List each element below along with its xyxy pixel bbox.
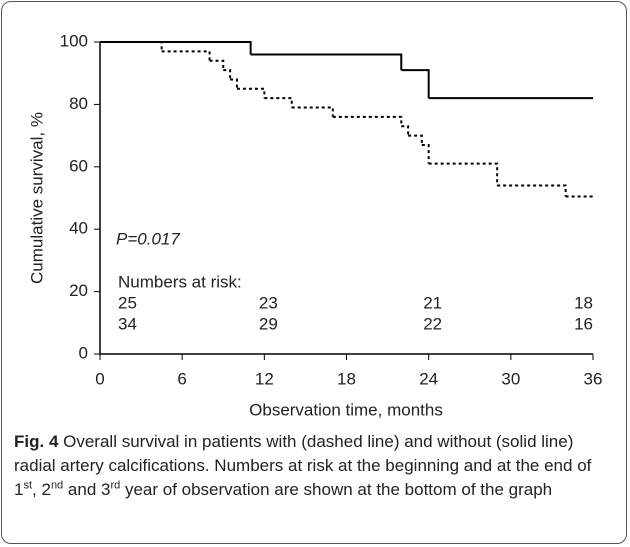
survival-step bbox=[401, 125, 410, 136]
x-tick-label: 24 bbox=[419, 369, 438, 388]
x-tick-label: 36 bbox=[584, 369, 603, 388]
y-tick-label: 100 bbox=[60, 31, 88, 50]
survival-step bbox=[332, 115, 403, 127]
survival-step bbox=[161, 50, 211, 61]
caption-text: year of observation are shown at the bot… bbox=[120, 480, 553, 499]
y-tick-label: 60 bbox=[69, 156, 88, 175]
survival-step bbox=[250, 53, 403, 71]
p-value: P=0.017 bbox=[116, 229, 180, 248]
x-tick-label: 30 bbox=[501, 369, 520, 388]
caption-label: Fig. 4 bbox=[14, 432, 59, 451]
caption-superscript: rd bbox=[110, 479, 121, 492]
survival-step bbox=[291, 106, 334, 117]
survival-step bbox=[236, 87, 266, 99]
survival-step bbox=[408, 134, 423, 145]
survival-step bbox=[100, 41, 163, 52]
x-tick-label: 6 bbox=[177, 369, 186, 388]
y-tick-label: 40 bbox=[69, 219, 88, 238]
survival-step bbox=[497, 184, 567, 197]
risk-number: 21 bbox=[423, 293, 442, 312]
risk-number: 16 bbox=[574, 314, 593, 333]
risk-number: 34 bbox=[118, 314, 137, 333]
chart: Cumulative survival, % Observation time,… bbox=[27, 31, 603, 419]
caption: Fig. 4 Overall survival in patients with… bbox=[14, 430, 614, 502]
survival-step bbox=[264, 97, 293, 108]
x-tick-label: 12 bbox=[255, 369, 274, 388]
survival-step bbox=[421, 143, 430, 164]
caption-superscript: st bbox=[23, 479, 33, 492]
y-tick-label: 80 bbox=[69, 94, 88, 113]
survival-step bbox=[223, 69, 232, 80]
risk-number: 23 bbox=[259, 293, 278, 312]
caption-superscript: nd bbox=[50, 479, 64, 492]
survival-step bbox=[230, 78, 238, 89]
survival-step bbox=[209, 59, 225, 71]
caption-text: , 2 bbox=[32, 480, 51, 499]
risk-number: 29 bbox=[259, 314, 278, 333]
survival-step bbox=[100, 41, 252, 55]
risk-number: 18 bbox=[574, 293, 593, 312]
risk-title: Numbers at risk: bbox=[118, 272, 242, 291]
y-tick-label: 0 bbox=[79, 343, 88, 362]
y-axis-title: Cumulative survival, % bbox=[27, 112, 46, 284]
survival-step bbox=[401, 69, 430, 99]
survival-step bbox=[428, 162, 499, 186]
x-tick-label: 0 bbox=[95, 369, 104, 388]
caption-text: Overall survival in patients with (dashe… bbox=[14, 432, 592, 499]
risk-number: 22 bbox=[423, 314, 442, 333]
x-axis-title: Observation time, months bbox=[249, 400, 443, 419]
y-tick-label: 20 bbox=[69, 281, 88, 300]
risk-number: 25 bbox=[118, 293, 137, 312]
caption-text: and 3 bbox=[63, 480, 111, 499]
x-tick-label: 18 bbox=[337, 369, 356, 388]
